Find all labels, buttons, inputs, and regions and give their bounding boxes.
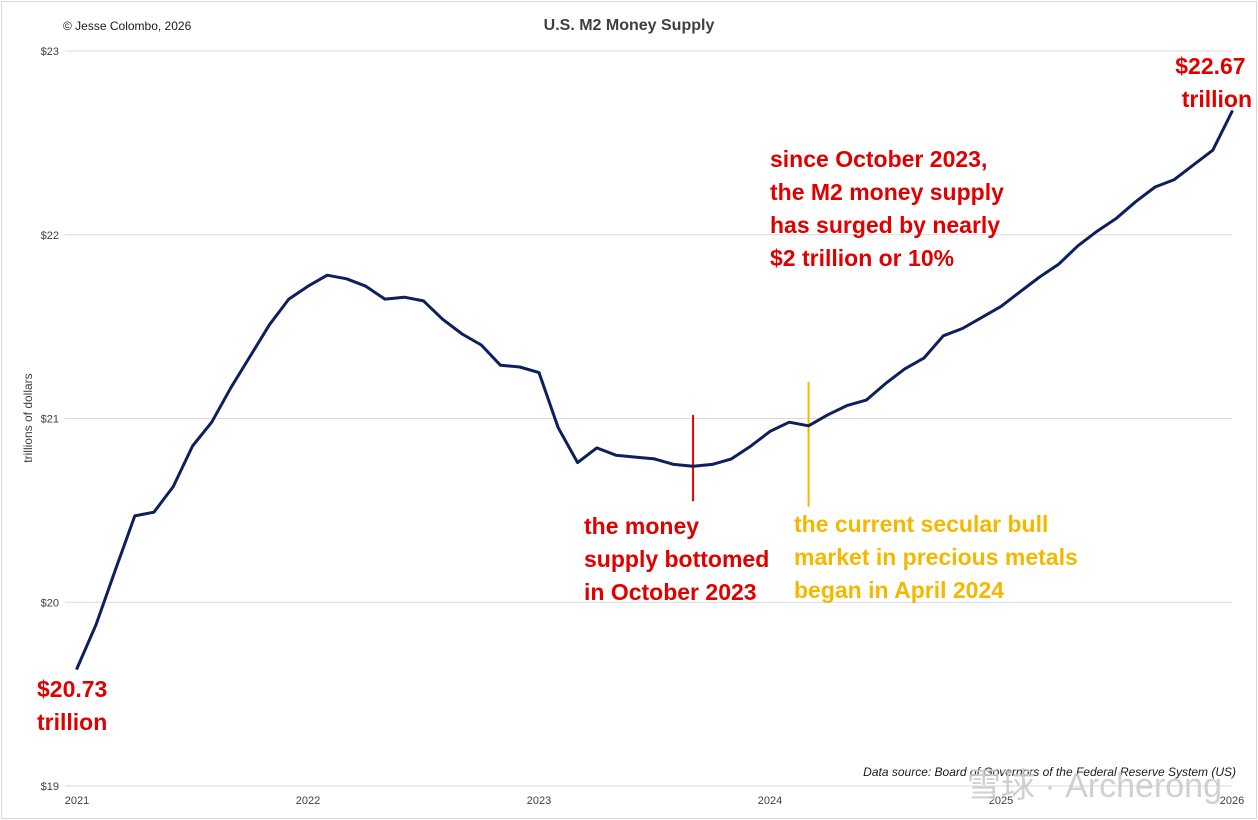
data-point xyxy=(1076,244,1080,247)
data-point xyxy=(133,514,136,518)
data-point xyxy=(1096,229,1099,233)
data-point xyxy=(942,334,945,338)
y-axis-label: trillions of dollars xyxy=(21,373,35,462)
data-point xyxy=(556,426,560,429)
data-point xyxy=(325,273,329,277)
annotation-markers xyxy=(692,381,810,507)
data-point xyxy=(287,297,291,301)
data-point xyxy=(1038,275,1041,279)
y-tick-label: $22 xyxy=(41,230,59,242)
data-point xyxy=(672,463,675,466)
data-point xyxy=(1057,262,1060,266)
y-tick-label: $19 xyxy=(41,781,59,793)
data-point xyxy=(75,667,79,670)
data-point xyxy=(845,404,849,407)
y-tick-label: $21 xyxy=(41,414,59,426)
data-point xyxy=(576,461,579,464)
data-point xyxy=(826,413,829,417)
data-point xyxy=(306,285,310,288)
annotation-bull: the current secular bull market in preci… xyxy=(794,511,1084,603)
data-point xyxy=(1192,163,1195,167)
annotation-end: $22.67 trillion xyxy=(1175,53,1252,112)
data-point xyxy=(210,420,213,424)
data-point xyxy=(711,463,714,466)
x-tick-label: 2023 xyxy=(527,795,551,807)
data-point xyxy=(172,485,175,488)
y-tick-label: $23 xyxy=(41,46,59,58)
data-point xyxy=(249,354,252,358)
data-point xyxy=(768,430,772,433)
data-point xyxy=(595,446,598,450)
data-point xyxy=(653,457,656,461)
data-point xyxy=(749,444,753,448)
data-point xyxy=(114,567,117,571)
x-tick-label: 2021 xyxy=(65,795,89,807)
data-point xyxy=(383,297,387,301)
data-point xyxy=(1018,290,1022,293)
data-point xyxy=(152,511,156,514)
data-point xyxy=(1211,149,1215,152)
data-point xyxy=(441,318,444,321)
data-point xyxy=(364,285,367,288)
data-point xyxy=(191,444,194,448)
data-point xyxy=(884,382,887,385)
data-point xyxy=(1230,110,1234,113)
data-point xyxy=(1153,185,1157,189)
data-point xyxy=(1134,200,1137,203)
data-point xyxy=(422,299,425,303)
data-point xyxy=(94,623,98,626)
data-point xyxy=(730,457,733,461)
y-tick-label: $20 xyxy=(41,597,59,609)
data-point xyxy=(1115,217,1118,220)
data-source-note: Data source: Board of Governors of the F… xyxy=(863,765,1236,779)
data-point xyxy=(903,367,906,371)
data-point xyxy=(807,424,810,428)
series-layer xyxy=(75,110,1234,670)
x-tick-label: 2022 xyxy=(296,795,320,807)
data-point xyxy=(229,386,233,389)
data-point xyxy=(345,277,348,281)
data-point xyxy=(403,296,406,299)
data-point xyxy=(980,316,984,319)
data-point xyxy=(691,465,695,468)
data-point xyxy=(634,455,637,459)
x-tick-label: 2025 xyxy=(989,795,1013,807)
data-point xyxy=(614,454,618,457)
data-point xyxy=(1173,178,1176,181)
annotation-bottom: the money supply bottomed in October 202… xyxy=(584,513,776,605)
data-point xyxy=(787,420,791,424)
data-point xyxy=(480,343,483,347)
gridlines xyxy=(65,50,1232,787)
x-axis-ticks: 2021 2022 2023 2024 2025 2026 xyxy=(65,795,1244,807)
annotation-surge: since October 2023, the M2 money supply … xyxy=(770,146,1010,271)
data-point xyxy=(499,364,502,367)
data-point xyxy=(961,327,964,330)
data-point xyxy=(460,332,464,336)
data-point xyxy=(537,371,541,374)
data-point xyxy=(865,398,868,402)
chart-title: U.S. M2 Money Supply xyxy=(544,17,715,34)
data-point xyxy=(922,356,926,360)
data-point xyxy=(999,305,1003,308)
annotation-start: $20.73 trillion xyxy=(37,676,114,735)
x-tick-label: 2026 xyxy=(1220,795,1244,807)
data-point xyxy=(518,365,522,369)
x-tick-label: 2024 xyxy=(758,795,782,807)
data-point xyxy=(268,323,271,326)
y-axis-ticks: $19 $20 $21 $22 $23 xyxy=(41,46,59,793)
copyright-label: © Jesse Colombo, 2026 xyxy=(63,19,192,33)
watermark: 雪球 · Archerong xyxy=(967,767,1222,805)
